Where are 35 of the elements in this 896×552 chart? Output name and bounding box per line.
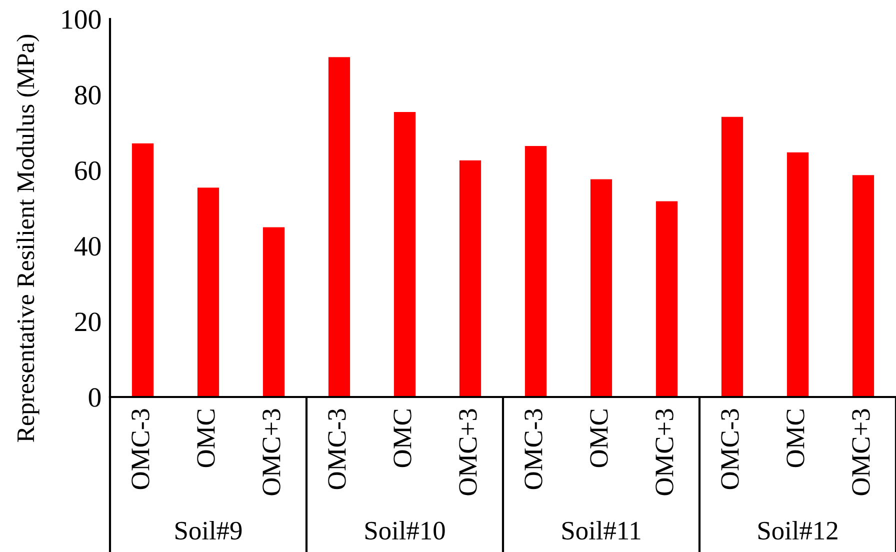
text: Soil#12 xyxy=(758,521,838,540)
y-axis-title: Representative Resilient Modulus (MPa) xyxy=(16,34,40,442)
bar xyxy=(394,112,416,397)
y-tick-label: 40 xyxy=(74,236,101,256)
bar xyxy=(786,152,809,397)
x-tick-label: OMC+3 xyxy=(852,409,870,496)
bar xyxy=(524,146,547,397)
y-tick-label: 80 xyxy=(74,86,101,105)
x-tick-label: OMC-3 xyxy=(524,409,542,490)
y-tick-label: 20 xyxy=(75,312,101,332)
bar xyxy=(132,143,154,397)
x-tick-label: OMC xyxy=(590,410,608,468)
bar xyxy=(656,201,678,397)
x-tick-label: OMC xyxy=(786,410,804,468)
x-tick-label: OMC+3 xyxy=(459,409,477,496)
x-tick-label: OMC xyxy=(197,410,215,468)
text: Soil#10 xyxy=(365,521,445,540)
x-tick-label: OMC-3 xyxy=(132,409,150,490)
y-tick-label: 60 xyxy=(75,161,101,180)
bar xyxy=(721,116,744,397)
x-tick-label: OMC-3 xyxy=(328,409,346,490)
bar xyxy=(459,160,482,397)
x-tick-label: OMC+3 xyxy=(656,409,674,496)
x-tick-label: OMC+3 xyxy=(262,409,280,496)
y-tick-label: 100 xyxy=(62,10,101,29)
x-tick-label: OMC xyxy=(394,410,412,468)
x-tick-label: OMC-3 xyxy=(721,409,739,490)
bar xyxy=(590,179,612,397)
bar xyxy=(852,175,874,397)
bar xyxy=(262,227,285,397)
bar xyxy=(197,188,220,397)
y-tick-label: 0 xyxy=(88,388,101,407)
text: Soil#11 xyxy=(562,521,640,540)
text: Soil#9 xyxy=(176,521,242,540)
bar xyxy=(328,57,350,397)
